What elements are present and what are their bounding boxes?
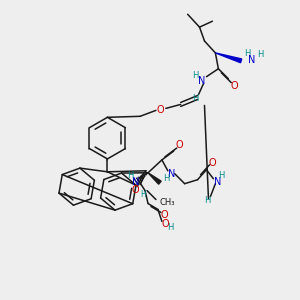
Text: O: O: [208, 158, 216, 168]
Text: H: H: [140, 190, 146, 199]
Text: O: O: [230, 81, 238, 91]
Text: H: H: [163, 174, 169, 183]
Text: O: O: [176, 140, 184, 150]
Polygon shape: [215, 53, 242, 63]
Text: H: H: [218, 171, 224, 180]
Text: H: H: [257, 50, 263, 59]
Text: CH₃: CH₃: [160, 198, 176, 207]
Text: N: N: [198, 76, 205, 85]
Text: H: H: [168, 223, 174, 232]
Text: N: N: [214, 177, 221, 187]
Text: N: N: [248, 55, 256, 65]
Text: O: O: [161, 219, 169, 229]
Text: N: N: [168, 169, 176, 179]
Text: H: H: [192, 94, 199, 103]
Text: H: H: [244, 50, 250, 58]
Text: H: H: [204, 196, 211, 205]
Text: H: H: [192, 71, 199, 80]
Text: H: H: [127, 171, 134, 180]
Text: O: O: [160, 210, 168, 220]
Text: O: O: [156, 105, 164, 116]
Polygon shape: [148, 173, 161, 184]
Text: O: O: [131, 184, 139, 195]
Text: N: N: [132, 177, 140, 187]
